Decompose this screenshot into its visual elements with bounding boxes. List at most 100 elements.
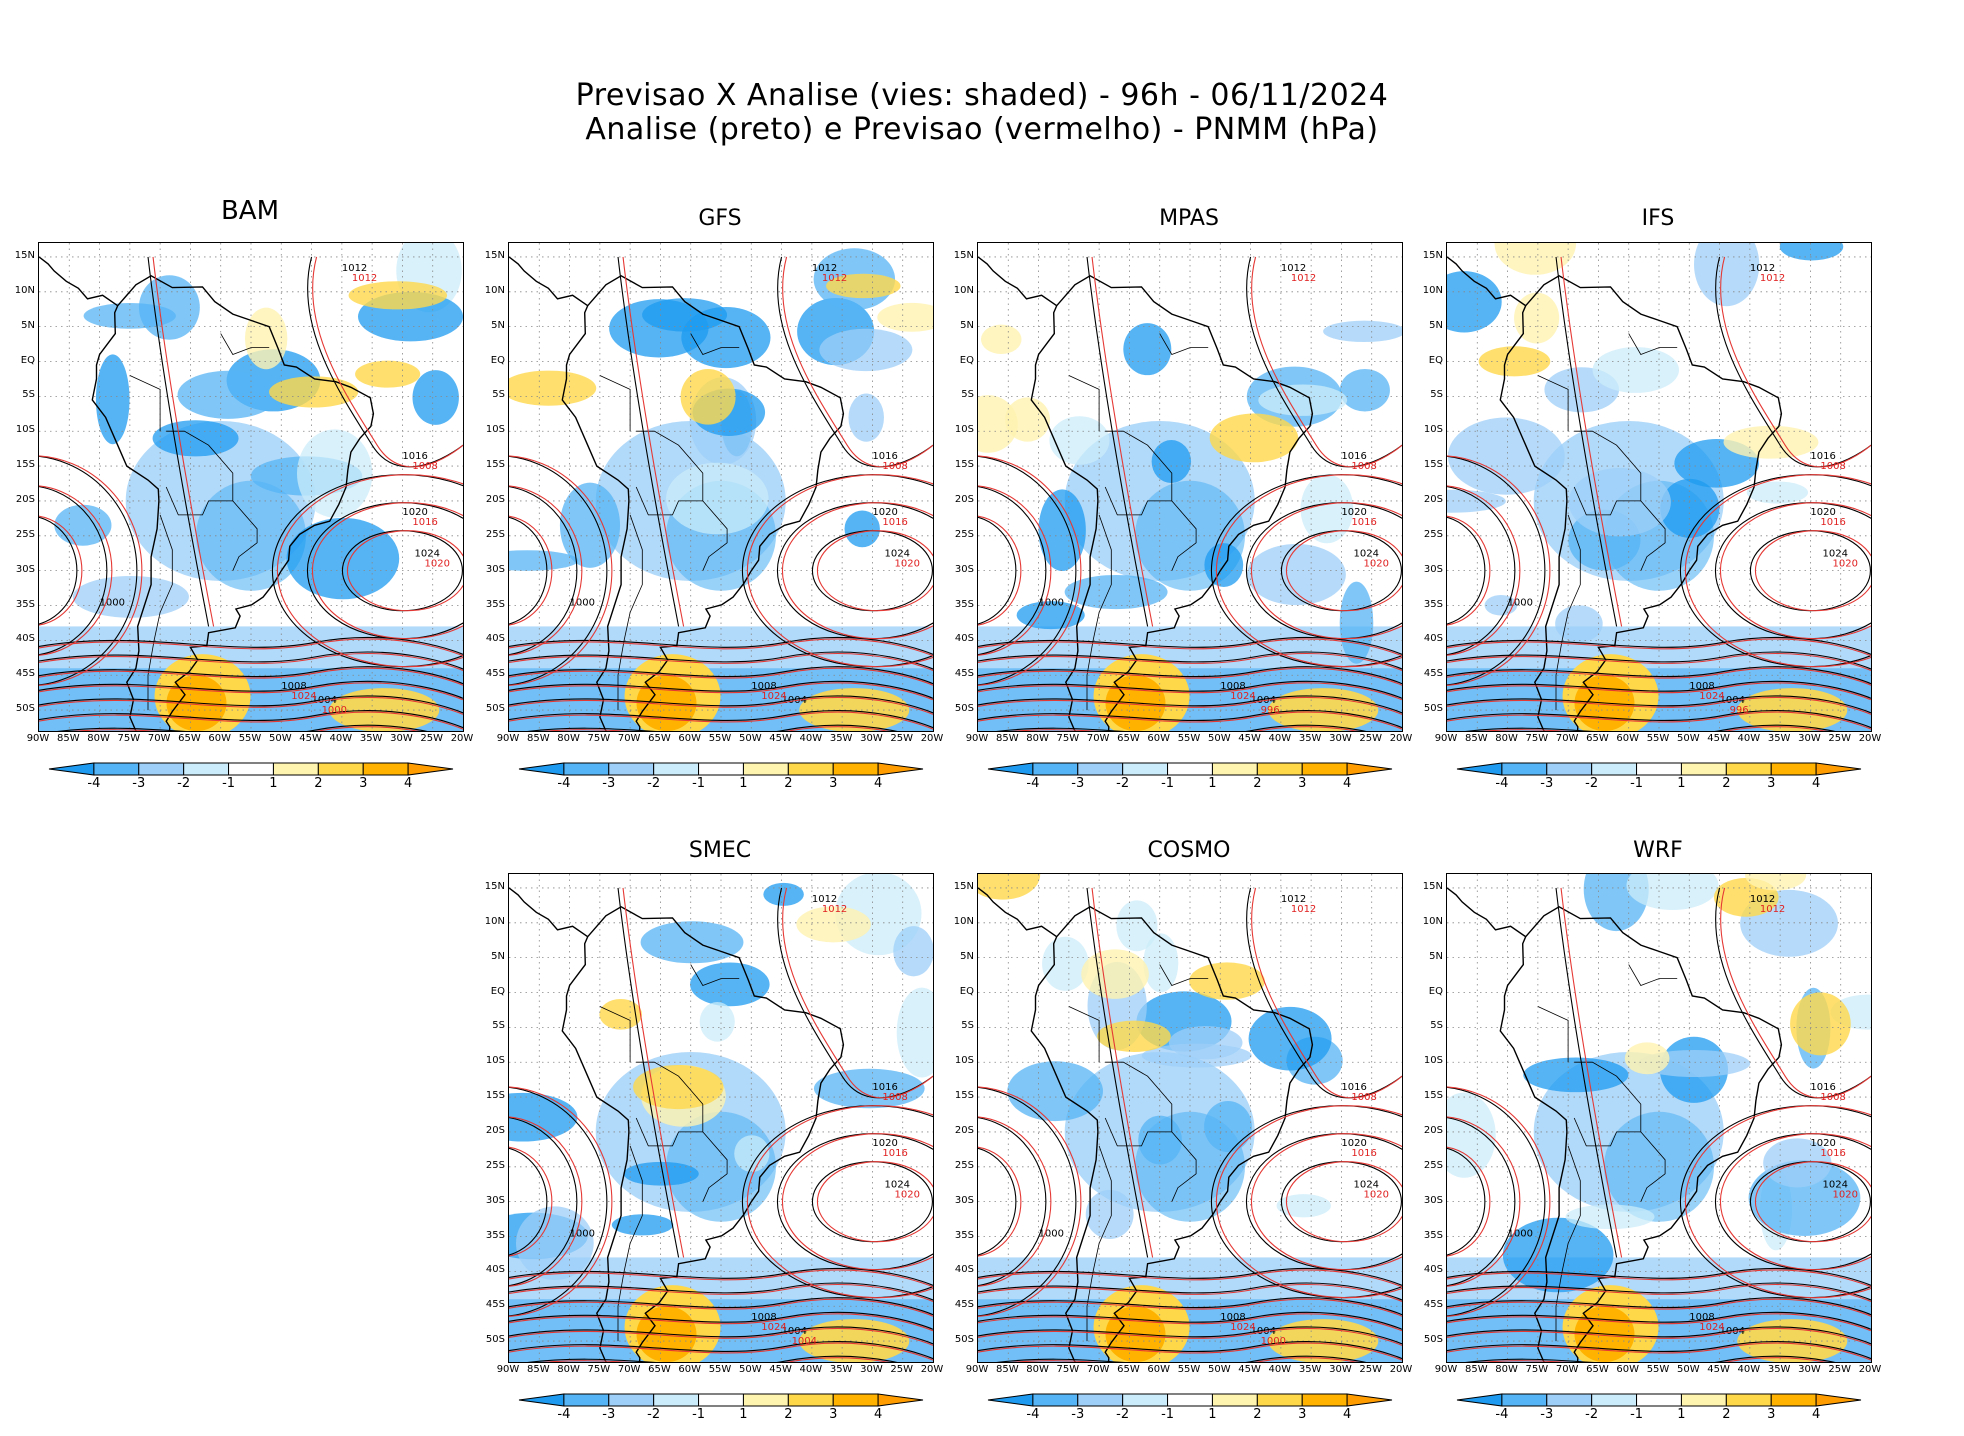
isobar-label: 1020 bbox=[872, 1138, 897, 1149]
colorbar-segment bbox=[1546, 1393, 1593, 1407]
lon-label: 35W bbox=[1298, 1364, 1322, 1375]
lon-label: 70W bbox=[1086, 1364, 1110, 1375]
map-svg: 1012101610201024100810041000101210081016… bbox=[509, 874, 933, 1362]
lon-label: 75W bbox=[587, 733, 611, 744]
colorbar-label: -1 bbox=[1630, 776, 1644, 791]
colorbar-segment bbox=[653, 1393, 700, 1407]
colorbar-segment bbox=[1122, 1393, 1169, 1407]
lat-label: 40S bbox=[954, 1264, 974, 1276]
lat-label: 5S bbox=[961, 1020, 974, 1032]
colorbar-segment bbox=[1725, 762, 1772, 776]
lat-label: 5N bbox=[960, 319, 974, 331]
lon-label: 35W bbox=[1767, 1364, 1791, 1375]
lon-label: 50W bbox=[268, 733, 292, 744]
lat-label: 20S bbox=[954, 493, 974, 505]
lon-label: 40W bbox=[1268, 1364, 1292, 1375]
lon-label: 70W bbox=[1086, 733, 1110, 744]
lon-label: 70W bbox=[1555, 733, 1579, 744]
colorbar-segment bbox=[1725, 1393, 1772, 1407]
colorbar-segment bbox=[1256, 1393, 1303, 1407]
isobar-label: 1020 bbox=[425, 559, 450, 570]
colorbar-label: -4 bbox=[1026, 1407, 1040, 1422]
colorbar-label: 3 bbox=[1767, 1407, 1776, 1422]
lon-label: 60W bbox=[1616, 1364, 1640, 1375]
lat-label: 35S bbox=[485, 598, 505, 610]
colorbar-label: -3 bbox=[1540, 776, 1554, 791]
isobar-label: 1016 bbox=[1351, 517, 1376, 528]
isobar-label: 1020 bbox=[895, 1190, 920, 1201]
isobar-label: 1024 bbox=[1354, 1180, 1379, 1191]
lat-label: 40S bbox=[1423, 633, 1443, 645]
isobar-label: 1000 bbox=[1508, 1229, 1533, 1240]
lat-label: 30S bbox=[15, 563, 35, 575]
lat-label: 50S bbox=[15, 703, 35, 715]
map-plot: 1012 1016 1020 1024 1008 1004 1000 1012 1008 1016… bbox=[977, 242, 1403, 732]
lat-label: 5S bbox=[22, 389, 35, 401]
lon-label: 75W bbox=[1056, 733, 1080, 744]
lon-label: 30W bbox=[1798, 733, 1821, 744]
isobar-label: 1008 bbox=[1820, 461, 1845, 472]
lon-label: 20W bbox=[450, 733, 474, 744]
lon-label: 35W bbox=[829, 733, 853, 744]
lat-label: 45S bbox=[1423, 668, 1443, 680]
lat-label: 50S bbox=[1423, 703, 1443, 715]
colorbar-label: 4 bbox=[403, 776, 413, 791]
lon-label: 65W bbox=[1586, 1364, 1609, 1375]
isobar-label: 1016 bbox=[1820, 1148, 1845, 1159]
isobar-label: 1016 bbox=[412, 517, 437, 528]
lat-label: 35S bbox=[954, 1229, 974, 1241]
colorbar-label: -2 bbox=[177, 776, 191, 791]
colorbar-label: -1 bbox=[1630, 1407, 1644, 1422]
colorbar-label: -2 bbox=[1585, 776, 1599, 791]
colorbar-label: 1 bbox=[1208, 776, 1217, 791]
colorbar-label: 1 bbox=[1208, 1407, 1217, 1422]
isobar-label: 1024 bbox=[1823, 1180, 1848, 1191]
lat-label: 10N bbox=[484, 915, 505, 927]
isobar-label: 1012 bbox=[822, 273, 847, 284]
lat-label: EQ bbox=[959, 354, 974, 366]
lat-label: 10S bbox=[954, 424, 974, 436]
lat-label: 20S bbox=[15, 493, 35, 505]
lat-label: 10N bbox=[953, 284, 974, 296]
map-svg: 1012101610201024100810041000101210081016… bbox=[978, 874, 1402, 1362]
isobar-label: 1024 bbox=[885, 1180, 910, 1191]
lon-label: 45W bbox=[769, 733, 792, 744]
colorbar-label: -4 bbox=[557, 1407, 571, 1422]
isobar-label: 1012 bbox=[1291, 273, 1316, 284]
lat-label: 25S bbox=[15, 528, 35, 540]
panel-title: GFS bbox=[698, 206, 742, 231]
isobar-label: 1012 bbox=[812, 894, 837, 905]
lat-label: 5S bbox=[492, 1020, 505, 1032]
lat-label: 30S bbox=[954, 1194, 974, 1206]
lat-label: 10N bbox=[1422, 915, 1443, 927]
colorbar-segment bbox=[1770, 762, 1817, 776]
isobar-label: 1024 bbox=[1699, 691, 1724, 702]
lon-label: 35W bbox=[1298, 733, 1322, 744]
isobar-label: 1008 bbox=[1220, 1312, 1245, 1323]
colorbar-segment bbox=[1501, 1393, 1548, 1407]
lon-label: 40W bbox=[1737, 1364, 1761, 1375]
lon-label: 25W bbox=[1828, 733, 1852, 744]
colorbar-label: -1 bbox=[1161, 1407, 1175, 1422]
lon-label: 65W bbox=[1586, 733, 1609, 744]
lon-label: 65W bbox=[648, 733, 671, 744]
lon-label: 20W bbox=[920, 733, 944, 744]
lat-label: 50S bbox=[485, 703, 505, 715]
lon-label: 65W bbox=[1117, 1364, 1140, 1375]
colorbar-segment bbox=[228, 762, 274, 776]
lon-label: 30W bbox=[860, 733, 883, 744]
colorbar-segment bbox=[698, 762, 744, 776]
colorbar bbox=[987, 762, 1393, 776]
isobar-label: 1016 bbox=[1351, 1148, 1376, 1159]
lat-label: 5N bbox=[491, 950, 505, 962]
colorbar-segment bbox=[1501, 762, 1548, 776]
colorbar-segment bbox=[1591, 1393, 1638, 1407]
lon-label: 85W bbox=[995, 733, 1019, 744]
map-svg: 1012101610201024100810041000101210081016… bbox=[1447, 874, 1871, 1362]
isobar-label: 1008 bbox=[1351, 1092, 1376, 1103]
colorbar-label: -1 bbox=[222, 776, 236, 791]
lon-label: 60W bbox=[208, 733, 232, 744]
lon-label: 25W bbox=[1359, 733, 1383, 744]
isobar-label: 1016 bbox=[872, 451, 897, 462]
lon-label: 25W bbox=[890, 733, 914, 744]
